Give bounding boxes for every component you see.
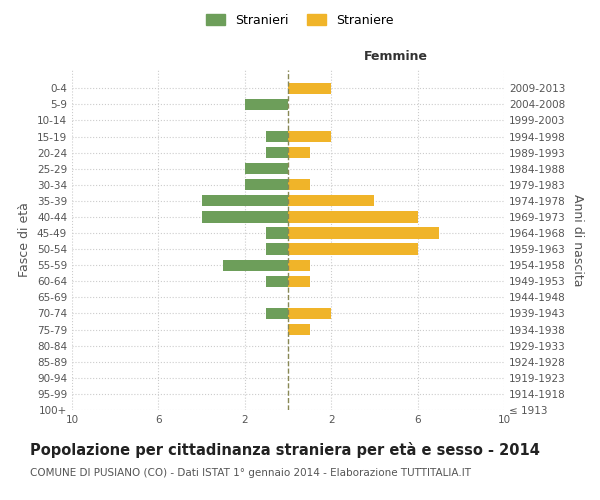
Bar xyxy=(288,324,310,335)
Text: COMUNE DI PUSIANO (CO) - Dati ISTAT 1° gennaio 2014 - Elaborazione TUTTITALIA.IT: COMUNE DI PUSIANO (CO) - Dati ISTAT 1° g… xyxy=(30,468,471,477)
Bar xyxy=(288,147,310,158)
Bar xyxy=(288,260,310,271)
Text: Femmine: Femmine xyxy=(364,50,428,63)
Text: Popolazione per cittadinanza straniera per età e sesso - 2014: Popolazione per cittadinanza straniera p… xyxy=(30,442,540,458)
Bar xyxy=(223,260,288,271)
Bar xyxy=(288,228,439,238)
Bar xyxy=(245,163,288,174)
Bar xyxy=(266,147,288,158)
Bar xyxy=(266,244,288,255)
Bar xyxy=(288,276,310,287)
Bar xyxy=(266,276,288,287)
Bar xyxy=(202,195,288,206)
Bar xyxy=(266,228,288,238)
Bar xyxy=(288,131,331,142)
Bar xyxy=(245,98,288,110)
Y-axis label: Anni di nascita: Anni di nascita xyxy=(571,194,584,286)
Bar xyxy=(288,244,418,255)
Bar xyxy=(288,308,331,319)
Bar xyxy=(266,131,288,142)
Bar xyxy=(288,212,418,222)
Legend: Stranieri, Straniere: Stranieri, Straniere xyxy=(202,8,398,32)
Y-axis label: Fasce di età: Fasce di età xyxy=(19,202,31,278)
Bar xyxy=(202,212,288,222)
Bar xyxy=(288,82,331,94)
Bar xyxy=(288,179,310,190)
Bar xyxy=(266,308,288,319)
Bar xyxy=(288,195,374,206)
Bar xyxy=(245,179,288,190)
